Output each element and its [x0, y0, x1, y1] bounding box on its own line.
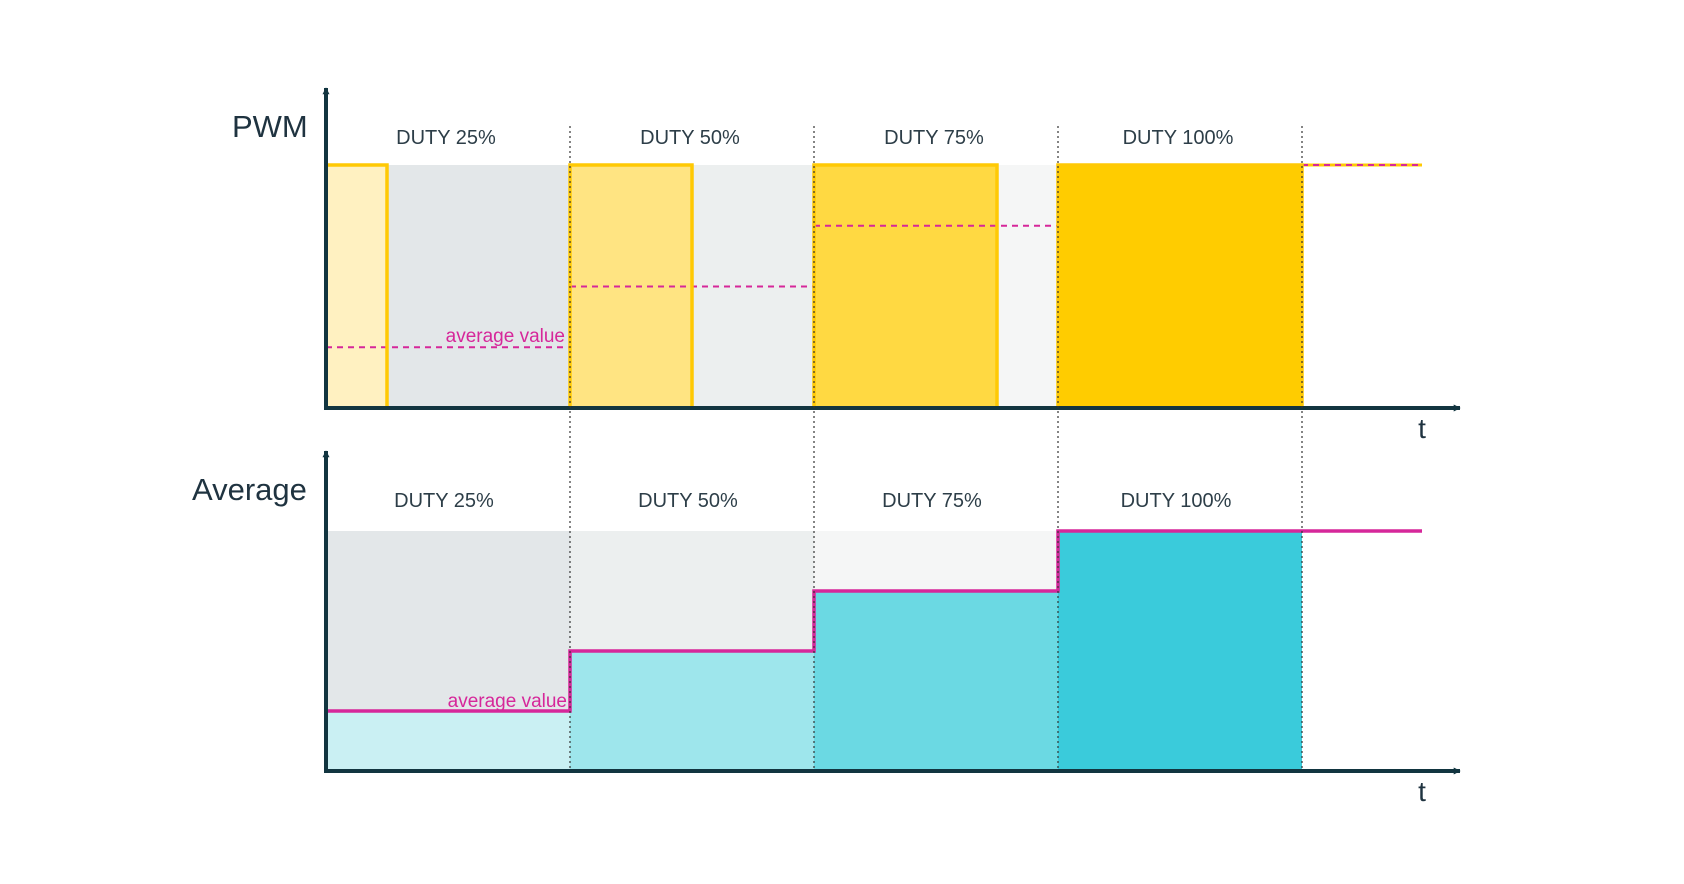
pwm-duty-label: DUTY 75%: [884, 127, 984, 149]
average-duty-label: DUTY 75%: [882, 490, 982, 512]
pwm-average-annotation: average value: [446, 326, 565, 347]
pwm-on-pulse: [1058, 165, 1302, 408]
average-level-fill: [570, 651, 814, 771]
average-background: [814, 531, 1058, 591]
pwm-panel: PWM t average value DUTY 25% DUTY 50% DUTY…: [232, 87, 1461, 444]
pwm-on-pulse: [326, 165, 387, 408]
average-time-axis-label: t: [1418, 776, 1426, 807]
pwm-period-labels: DUTY 25% DUTY 50% DUTY 75% DUTY 100%: [396, 127, 1233, 149]
average-level-fill: [1058, 531, 1302, 771]
average-level-fill: [814, 591, 1058, 771]
average-period-labels: DUTY 25% DUTY 50% DUTY 75% DUTY 100%: [394, 490, 1231, 512]
average-background: [326, 531, 570, 711]
average-background: [570, 531, 814, 651]
pwm-duty-label: DUTY 25%: [396, 127, 496, 149]
pwm-off-background: [997, 165, 1058, 408]
pwm-panel-title: PWM: [232, 109, 308, 144]
average-annotation: average value: [448, 691, 567, 712]
average-duty-label: DUTY 25%: [394, 490, 494, 512]
pwm-time-axis-label: t: [1418, 413, 1426, 444]
average-fills: [326, 531, 1302, 771]
average-duty-label: DUTY 50%: [638, 490, 738, 512]
pwm-duty-label: DUTY 100%: [1123, 127, 1234, 149]
pwm-duty-label: DUTY 50%: [640, 127, 740, 149]
pwm-on-pulse: [814, 165, 997, 408]
average-duty-label: DUTY 100%: [1121, 490, 1232, 512]
average-level-fill: [326, 711, 570, 771]
average-panel-title: Average: [192, 472, 307, 507]
average-backgrounds: [326, 531, 1058, 711]
average-panel: Average t average value DUTY 25% DUTY 50%…: [192, 450, 1461, 807]
pwm-off-background: [387, 165, 570, 408]
